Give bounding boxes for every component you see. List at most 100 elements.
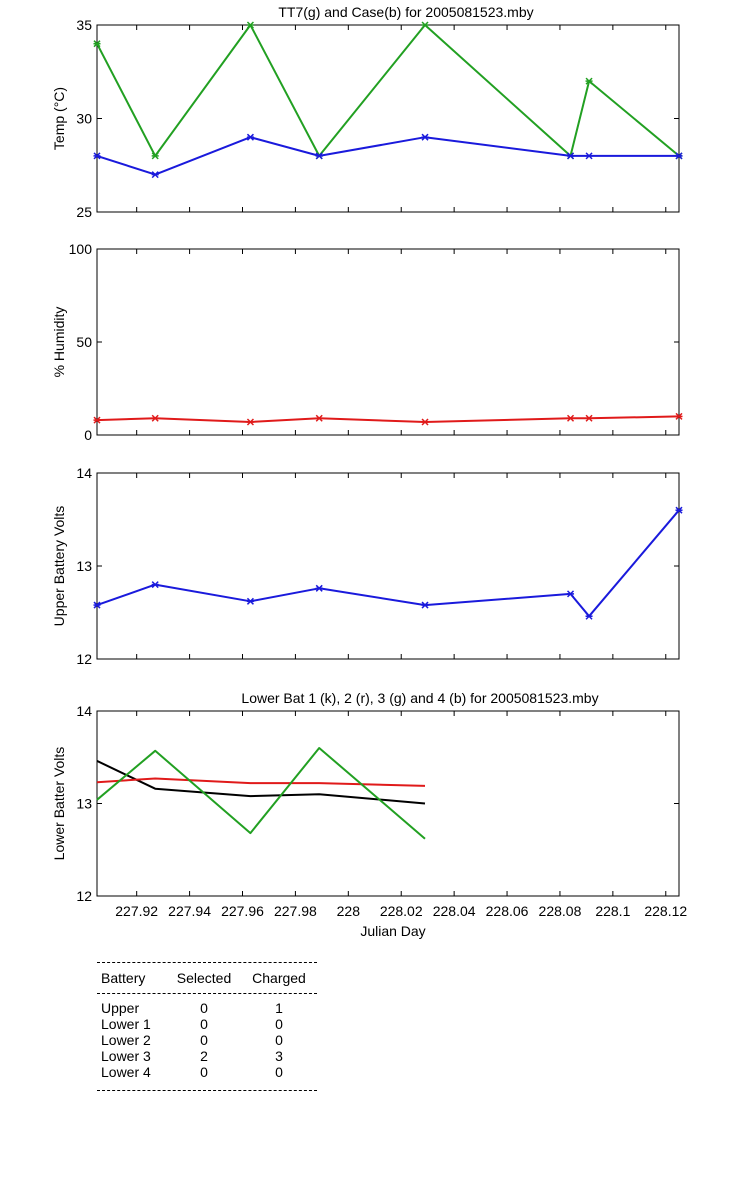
battery-charged: 1 [275,1000,283,1016]
battery-charged: 0 [275,1064,283,1080]
data-point [675,506,683,514]
battery-status-table: Battery Selected Charged Upper 0 1 Lower… [97,962,317,1091]
data-point [93,601,101,609]
battery-name: Upper [101,1000,140,1016]
data-point [151,581,159,589]
data-point [151,171,159,179]
data-point [246,418,254,426]
temp-chart: 25 30 35 Temp (°C) TT7(g) and Case(b) for 20… [51,4,683,220]
table-header-row: Battery Selected Charged [97,963,317,993]
header-selected: Selected [176,970,232,986]
axis-frame [96,472,680,660]
battery-name: Lower 1 [101,1016,151,1032]
battery-name: Lower 3 [101,1048,151,1064]
data-point [585,612,593,620]
data-point [421,418,429,426]
x-tick-label: 228.08 [539,903,582,919]
data-point [315,584,323,592]
data-point [585,77,593,85]
battery-selected: 0 [200,1032,208,1048]
y-axis-label: Lower Batter Volts [51,747,67,861]
header-charged: Charged [252,970,306,986]
x-tick-label: 227.98 [274,903,317,919]
lower-battery-chart: 12 13 14 Lower Batter Volts Lower Bat 1 (k),… [51,690,687,939]
data-point [315,152,323,160]
battery-name: Lower 2 [101,1032,151,1048]
x-tick-label: 228 [337,903,361,919]
x-axis-label: Julian Day [360,923,425,939]
battery-charged: 0 [275,1032,283,1048]
x-tick-label: 227.94 [168,903,211,919]
y-tick-label: 13 [76,558,92,574]
data-point [567,590,575,598]
x-tick-label: 227.96 [221,903,264,919]
axis-frame [96,24,680,213]
data-point [246,597,254,605]
data-point [93,40,101,48]
axis-frame [96,710,680,897]
battery-selected: 0 [200,1000,208,1016]
series-line [96,747,426,840]
data-point [246,21,254,29]
battery-selected: 0 [200,1064,208,1080]
data-point [151,152,159,160]
y-tick-label: 30 [76,111,92,127]
table-row: Lower 3 2 3 [97,1048,317,1064]
table-rule-bottom [97,1090,317,1091]
battery-selected: 2 [200,1048,208,1064]
data-point [421,133,429,141]
table-row: Upper 0 1 [97,1000,317,1016]
battery-charged: 3 [275,1048,283,1064]
x-tick-label: 228.12 [644,903,687,919]
y-tick-label: 13 [76,796,92,812]
series-line [96,509,680,618]
y-tick-label: 50 [76,334,92,350]
data-point [421,21,429,29]
y-tick-label: 12 [76,651,92,667]
data-point [93,152,101,160]
table-rule-mid [97,993,317,994]
data-point [567,414,575,422]
data-point [151,414,159,422]
data-point [585,152,593,160]
data-point [585,414,593,422]
axis-frame [96,248,680,436]
data-point [93,416,101,424]
x-tick-label: 228.02 [380,903,423,919]
y-tick-label: 0 [84,427,92,443]
chart-title: Lower Bat 1 (k), 2 (r), 3 (g) and 4 (b) … [241,690,598,706]
x-tick-label: 228.06 [486,903,529,919]
y-tick-label: 14 [76,703,92,719]
table-rule-top [97,962,317,963]
upper-battery-chart: 12 13 14 Upper Battery Volts [51,465,683,667]
x-tick-label: 228.04 [433,903,476,919]
data-point [421,601,429,609]
x-tick-label: 228.1 [595,903,630,919]
table-row: Lower 4 0 0 [97,1064,317,1080]
y-axis-label: Temp (°C) [51,87,67,150]
series-line [96,777,426,787]
chart-title: TT7(g) and Case(b) for 2005081523.mby [278,4,533,20]
table-row: Lower 1 0 0 [97,1016,317,1032]
y-axis-label: % Humidity [51,307,67,378]
battery-charged: 0 [275,1016,283,1032]
battery-selected: 0 [200,1016,208,1032]
y-tick-label: 14 [76,465,92,481]
humidity-chart: 0 50 100 % Humidity [51,241,683,443]
data-point [567,152,575,160]
y-tick-label: 35 [76,17,92,33]
y-tick-label: 25 [76,204,92,220]
data-point [246,133,254,141]
series-line [96,24,680,157]
charts-canvas: 25 30 35 Temp (°C) TT7(g) and Case(b) for 20… [51,4,687,939]
data-point [315,414,323,422]
battery-name: Lower 4 [101,1064,151,1080]
data-point [675,152,683,160]
data-point [675,412,683,420]
table-row: Lower 2 0 0 [97,1032,317,1048]
y-tick-label: 100 [69,241,93,257]
x-tick-label: 227.92 [115,903,158,919]
y-axis-label: Upper Battery Volts [51,506,67,627]
header-battery: Battery [101,970,146,986]
y-tick-label: 12 [76,888,92,904]
